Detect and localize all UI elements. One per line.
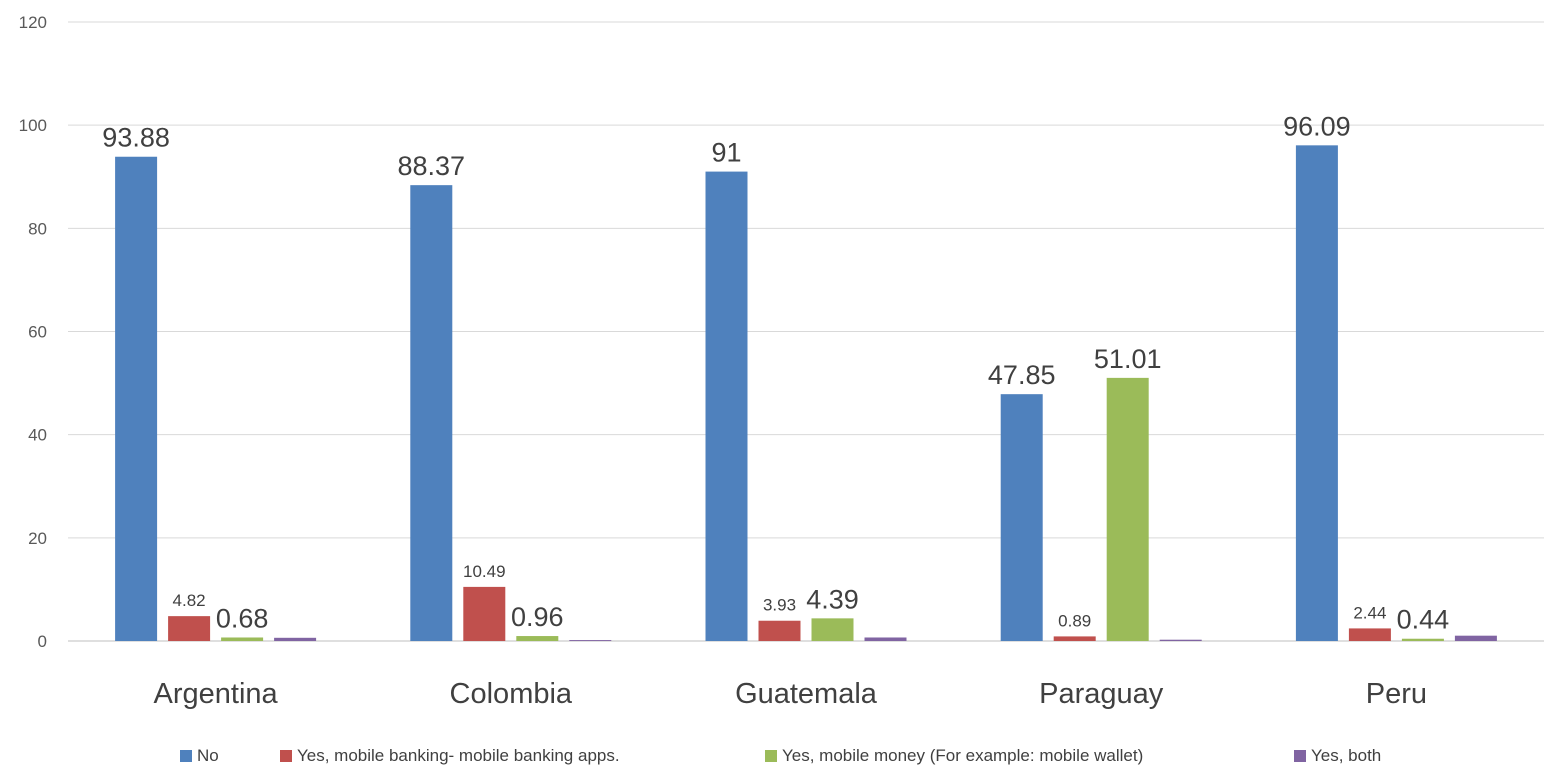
legend-item: Yes, both bbox=[1294, 746, 1381, 766]
data-label: 0.68 bbox=[216, 603, 269, 633]
legend: No Yes, mobile banking- mobile banking ap… bbox=[0, 746, 1549, 768]
data-label: 51.01 bbox=[1094, 344, 1162, 374]
x-axis-category-labels: Argentina Colombia Guatemala Paraguay Peru bbox=[154, 678, 1428, 710]
data-label: 0.96 bbox=[511, 602, 564, 632]
x-category-label: Peru bbox=[1366, 678, 1427, 710]
y-tick-label: 120 bbox=[19, 13, 47, 32]
bar-argentina-series-3 bbox=[221, 637, 263, 641]
legend-label: Yes, mobile money (For example: mobile w… bbox=[782, 746, 1143, 766]
legend-item: Yes, mobile money (For example: mobile w… bbox=[765, 746, 1143, 766]
x-category-label: Colombia bbox=[450, 678, 573, 710]
legend-item: Yes, mobile banking- mobile banking apps… bbox=[280, 746, 620, 766]
y-tick-label: 40 bbox=[28, 426, 47, 445]
bar-paraguay-series-4 bbox=[1160, 640, 1202, 641]
bar-chart: 0 20 40 60 80 100 120 93.88 4.82 0.68 88.37 10.49 0… bbox=[0, 0, 1549, 745]
y-tick-label: 0 bbox=[38, 632, 47, 651]
data-label: 47.85 bbox=[988, 360, 1056, 390]
bar-colombia-series-2 bbox=[463, 587, 505, 641]
bar-peru-series-1 bbox=[1296, 145, 1338, 641]
data-label: 0.44 bbox=[1397, 605, 1450, 635]
x-category-label: Paraguay bbox=[1039, 678, 1164, 710]
x-category-label: Argentina bbox=[154, 678, 279, 710]
data-label: 88.37 bbox=[398, 151, 466, 181]
legend-swatch bbox=[280, 750, 292, 762]
data-label: 0.89 bbox=[1058, 611, 1091, 630]
legend-label: No bbox=[197, 746, 219, 766]
data-labels: 93.88 4.82 0.68 88.37 10.49 0.96 91 3.93 4.39 47.… bbox=[102, 111, 1449, 634]
data-label: 10.49 bbox=[463, 562, 506, 581]
bar-argentina-series-1 bbox=[115, 157, 157, 641]
bar-colombia-series-4 bbox=[569, 640, 611, 641]
bar-guatemala-series-4 bbox=[865, 637, 907, 641]
data-label: 4.82 bbox=[173, 591, 206, 610]
bar-colombia-series-3 bbox=[516, 636, 558, 641]
y-tick-label: 20 bbox=[28, 529, 47, 548]
y-tick-label: 80 bbox=[28, 219, 47, 238]
y-axis-tick-labels: 0 20 40 60 80 100 120 bbox=[19, 13, 47, 651]
y-tick-label: 60 bbox=[28, 323, 47, 342]
data-label: 4.39 bbox=[806, 584, 859, 614]
bar-argentina-series-2 bbox=[168, 616, 210, 641]
bar-guatemala-series-2 bbox=[759, 621, 801, 641]
bar-guatemala-series-3 bbox=[812, 618, 854, 641]
bar-peru-series-3 bbox=[1402, 639, 1444, 641]
bar-peru-series-4 bbox=[1455, 636, 1497, 641]
data-label: 3.93 bbox=[763, 596, 796, 615]
bar-colombia-series-1 bbox=[410, 185, 452, 641]
legend-swatch bbox=[1294, 750, 1306, 762]
bars bbox=[115, 145, 1497, 641]
data-label: 2.44 bbox=[1353, 603, 1386, 622]
bar-peru-series-2 bbox=[1349, 628, 1391, 641]
bar-paraguay-series-3 bbox=[1107, 378, 1149, 641]
legend-item: No bbox=[180, 746, 219, 766]
legend-label: Yes, mobile banking- mobile banking apps… bbox=[297, 746, 620, 766]
legend-label: Yes, both bbox=[1311, 746, 1381, 766]
data-label: 93.88 bbox=[102, 123, 170, 153]
data-label: 96.09 bbox=[1283, 111, 1351, 141]
y-tick-label: 100 bbox=[19, 116, 47, 135]
data-label: 91 bbox=[711, 138, 741, 168]
legend-swatch bbox=[180, 750, 192, 762]
legend-swatch bbox=[765, 750, 777, 762]
x-category-label: Guatemala bbox=[735, 678, 878, 710]
bar-paraguay-series-2 bbox=[1054, 636, 1096, 641]
bar-argentina-series-4 bbox=[274, 638, 316, 641]
bar-paraguay-series-1 bbox=[1001, 394, 1043, 641]
bar-guatemala-series-1 bbox=[706, 172, 748, 641]
